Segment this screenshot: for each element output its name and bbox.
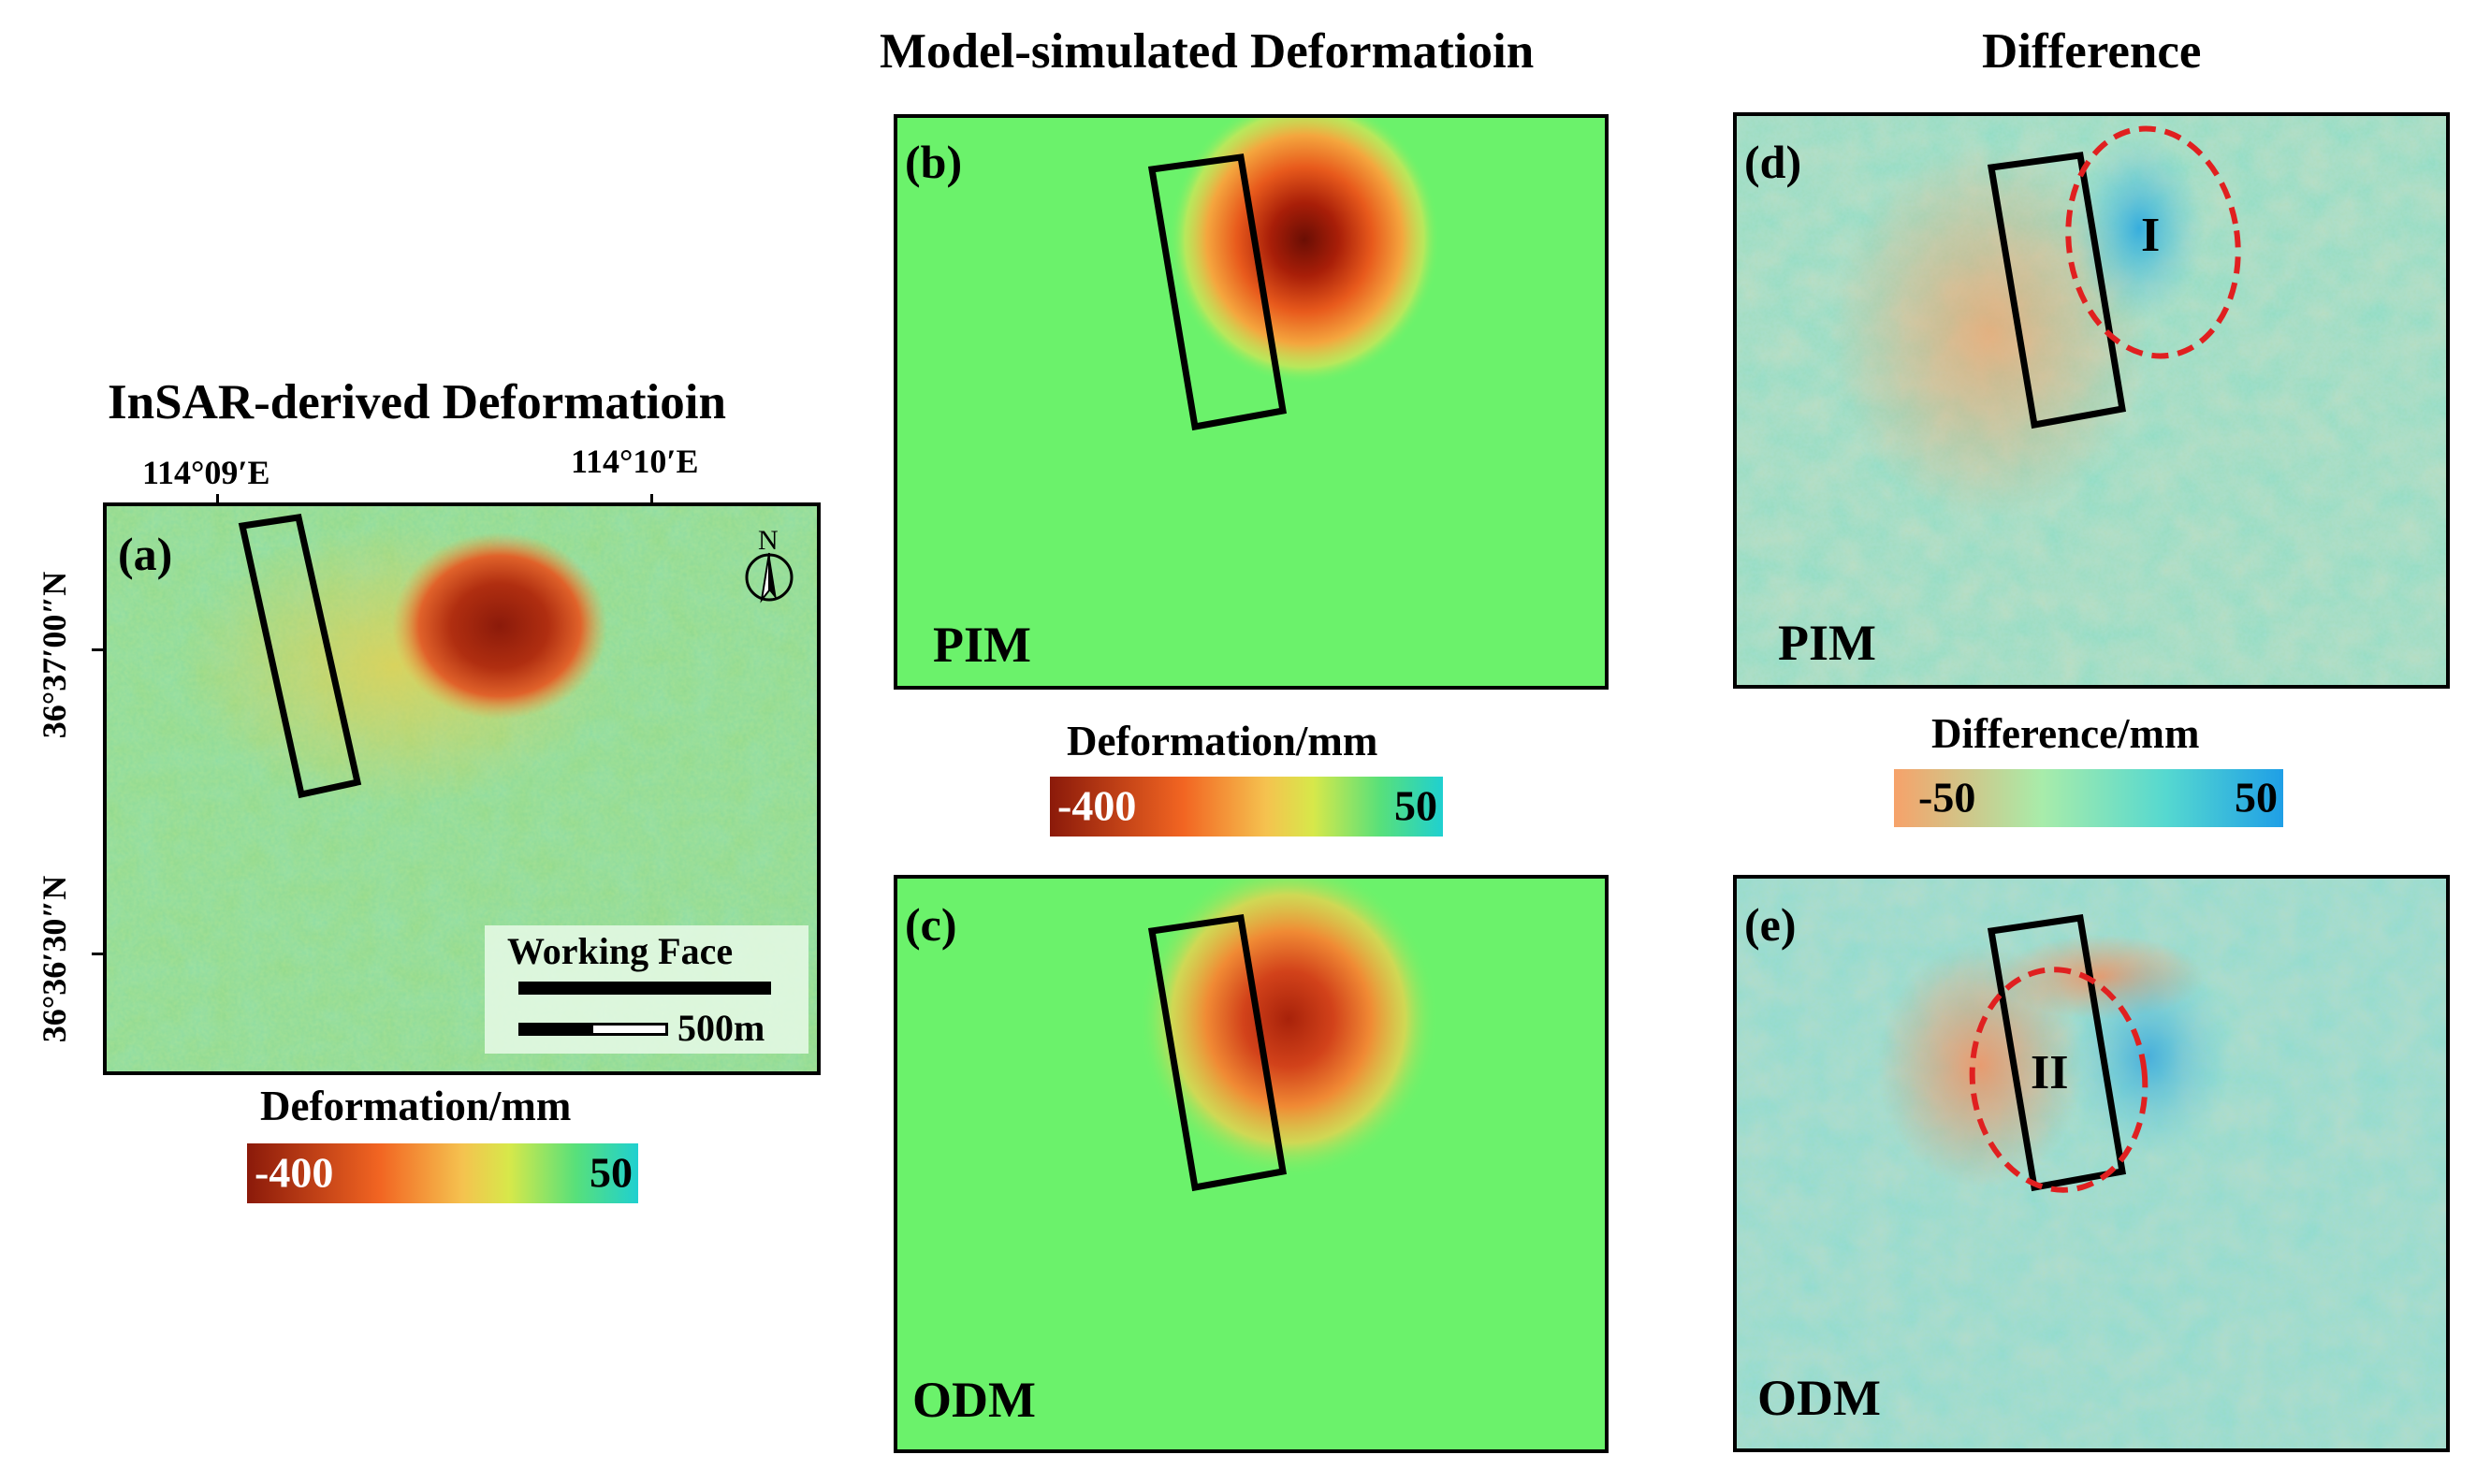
panel-c-odm-map: (c) ODM: [894, 875, 1609, 1453]
difference-title: Difference: [1982, 24, 2202, 79]
model-title: Model-simulated Deformatioin: [880, 24, 1535, 79]
panel-e-raster: [1737, 879, 2446, 1448]
working-face-legend: Working Face 500m: [485, 925, 808, 1054]
panel-a-subsidence-bowl: [392, 532, 607, 720]
north-label: N: [758, 525, 779, 556]
panel-d-working-face: [1987, 152, 2127, 429]
lat-tick-1: 36°37′00″N: [36, 571, 73, 739]
panel-c-subsidence-bowl: [1139, 879, 1438, 1178]
panel-c-raster: [897, 879, 1605, 1449]
model-colorbar-title: Deformation/mm: [1067, 718, 1378, 764]
panel-e-label: (e): [1744, 898, 1797, 951]
insar-colorbar-min: -400: [255, 1148, 334, 1197]
north-arrow-icon: [745, 552, 794, 604]
model-colorbar-max: 50: [1394, 781, 1437, 830]
panel-d-positive-anomaly: [2074, 135, 2205, 322]
lon-tick-1: 114°09′E: [142, 454, 270, 491]
lat-tick-2: 36°36′30″N: [36, 875, 73, 1043]
panel-d-pim-difference: (d) I PIM: [1733, 112, 2450, 689]
difference-colorbar-min: -50: [1918, 773, 1976, 822]
insar-colorbar-max: 50: [590, 1148, 633, 1197]
panel-a-label: (a): [118, 528, 173, 580]
lon-tick-mark-1: [216, 494, 219, 507]
panel-e-odm-difference: (e) II ODM: [1733, 875, 2450, 1452]
legend-title: Working Face: [507, 930, 734, 972]
panel-e-model-label: ODM: [1757, 1370, 1881, 1426]
lon-tick-mark-2: [650, 494, 653, 507]
panel-d-region-label: I: [2141, 209, 2161, 262]
panel-a-working-face: [238, 514, 362, 799]
panel-d-model-label: PIM: [1778, 615, 1876, 671]
insar-title: InSAR-derived Deformatioin: [108, 375, 726, 429]
lon-tick-2: 114°10′E: [571, 443, 699, 480]
panel-c-working-face: [1147, 914, 1288, 1192]
panel-e-negative-anomaly: [1877, 944, 2083, 1187]
panel-b-subsidence-bowl: [1169, 118, 1440, 385]
difference-colorbar-title: Difference/mm: [1931, 710, 2200, 757]
model-colorbar: -400 50: [1050, 777, 1443, 837]
panel-b-label: (b): [905, 136, 963, 188]
scale-label: 500m: [677, 1007, 765, 1049]
lat-tick-mark-1: [92, 648, 105, 651]
difference-colorbar-max: 50: [2235, 773, 2278, 822]
scale-bar: [518, 1023, 668, 1036]
legend-working-face-line: [518, 982, 771, 995]
panel-e-region-outline: [1969, 967, 2148, 1193]
panel-d-label: (d): [1744, 136, 1802, 188]
model-colorbar-min: -400: [1057, 781, 1137, 830]
panel-b-raster: [897, 118, 1605, 686]
panel-e-working-face: [1987, 914, 2127, 1192]
panel-b-working-face: [1147, 153, 1288, 431]
panel-c-model-label: ODM: [912, 1372, 1036, 1428]
difference-colorbar: -50 50: [1894, 769, 2283, 827]
panel-c-label: (c): [905, 898, 957, 951]
panel-a-insar-map: (a) N Working Face 500m: [103, 502, 821, 1075]
panel-d-raster: [1737, 116, 2446, 685]
panel-b-pim-map: (b) PIM: [894, 114, 1609, 690]
lat-tick-mark-2: [92, 953, 105, 955]
panel-e-region-label: II: [2031, 1046, 2069, 1099]
panel-b-model-label: PIM: [933, 617, 1031, 673]
north-arrow: N: [743, 525, 795, 604]
insar-colorbar-title: Deformation/mm: [260, 1083, 572, 1129]
insar-colorbar: -400 50: [247, 1143, 638, 1203]
panel-e-positive-anomaly: [2064, 953, 2233, 1159]
